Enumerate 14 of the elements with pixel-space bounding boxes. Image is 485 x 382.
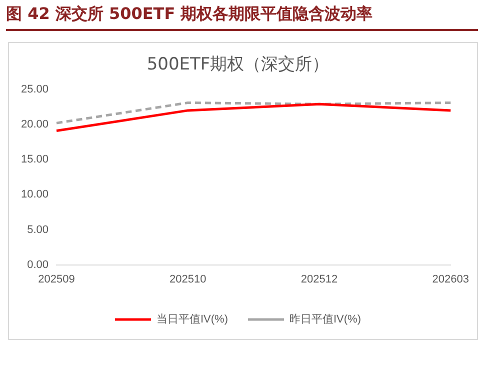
x-tick-label: 202509 [38, 273, 75, 286]
x-tick-label: 202510 [170, 273, 206, 286]
y-tick-label: 0.00 [27, 258, 49, 271]
y-tick-label: 15.00 [20, 154, 49, 166]
y-tick-label: 20.00 [20, 118, 49, 131]
y-tick-label: 5.00 [27, 224, 49, 236]
y-tick-label: 25.00 [20, 83, 49, 96]
chart-subtitle: 500ETF期权（深交所） [146, 54, 330, 75]
x-tick-label: 202603 [432, 273, 470, 286]
legend-label: 昨日平值IV(%) [290, 314, 361, 326]
legend-label: 当日平值IV(%) [156, 314, 228, 326]
chart-title: 图 42 深交所 500ETF 期权各期限平值隐含波动率 [6, 4, 478, 31]
x-tick-label: 202512 [300, 273, 338, 286]
y-tick-label: 10.00 [20, 188, 49, 201]
